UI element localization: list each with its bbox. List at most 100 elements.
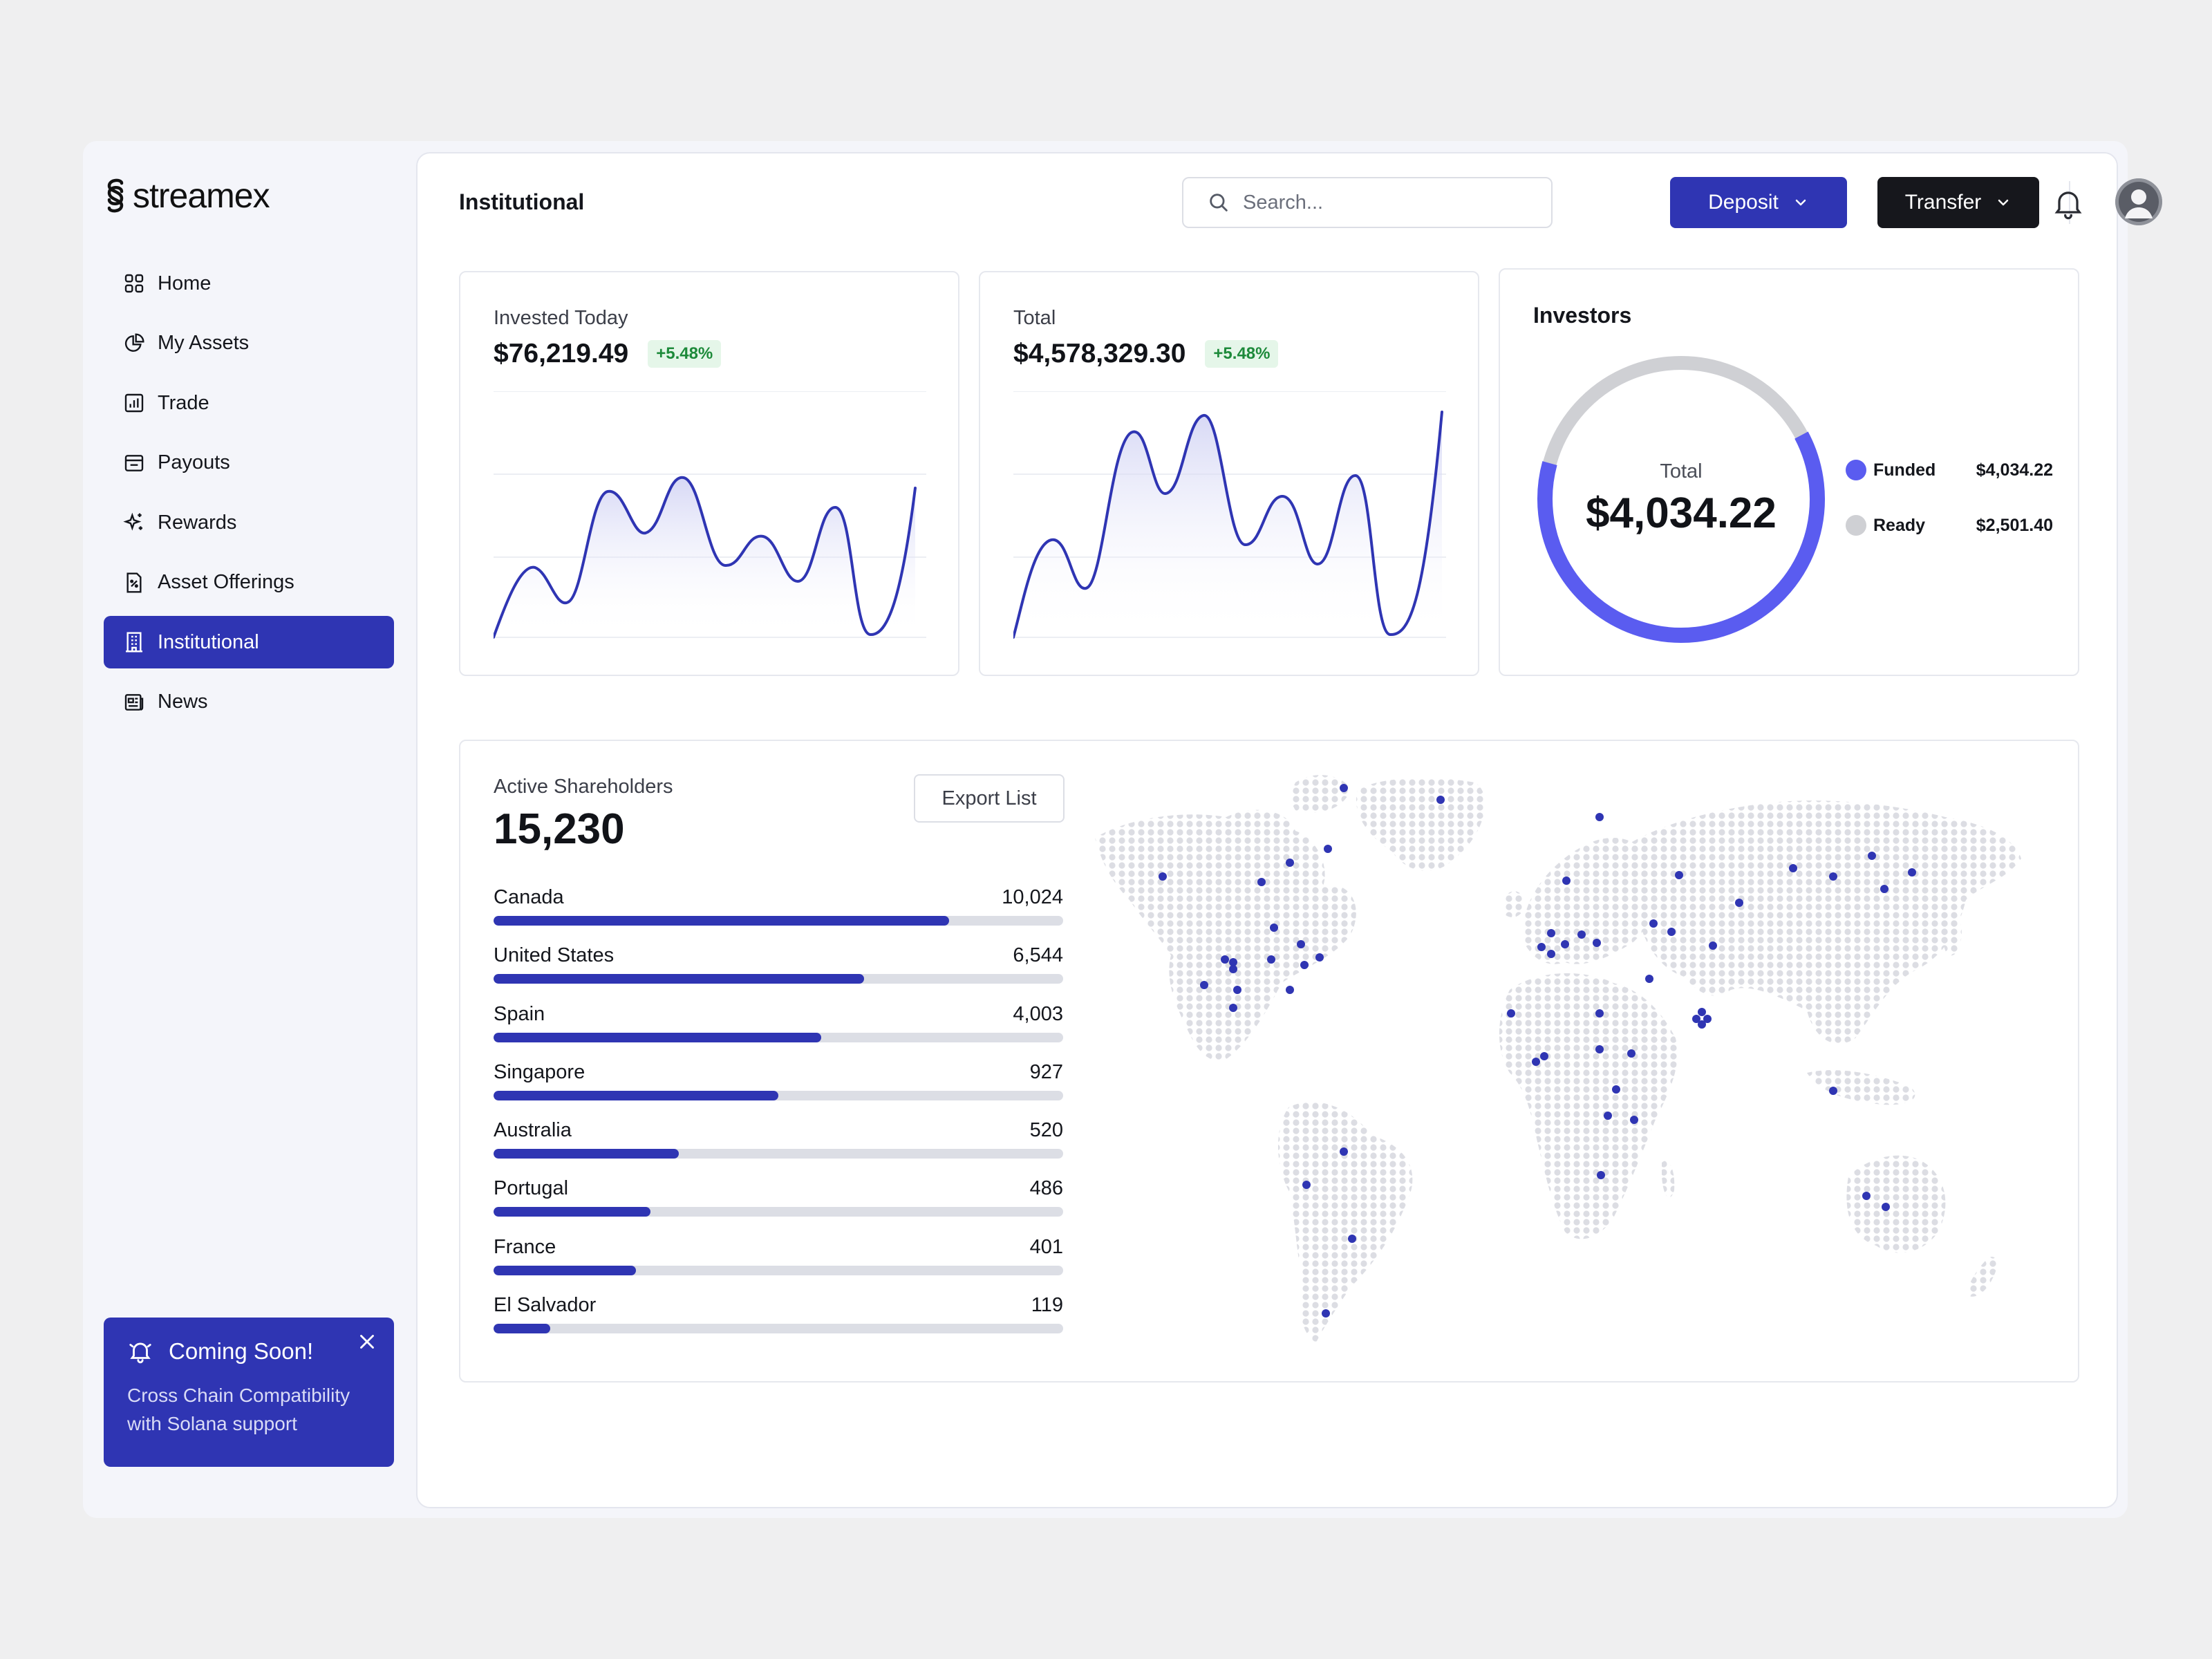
close-icon[interactable] xyxy=(355,1330,379,1353)
total-row: $4,578,329.30 +5.48% xyxy=(1013,339,1279,369)
sidebar-item-payouts[interactable]: Payouts xyxy=(104,437,394,489)
deposit-label: Deposit xyxy=(1708,191,1779,214)
coming-soon-banner: Coming Soon! Cross Chain Compatibility w… xyxy=(104,1318,394,1467)
location-marker xyxy=(1537,943,1546,951)
location-marker xyxy=(1297,940,1305,948)
promo-header: Coming Soon! xyxy=(127,1338,371,1365)
location-marker xyxy=(1649,919,1658,928)
location-marker xyxy=(1507,1009,1515,1018)
search-input[interactable] xyxy=(1243,191,1533,214)
invested-today-card: Invested Today $76,219.49 +5.48% xyxy=(459,271,959,676)
bar-fill xyxy=(494,1207,650,1217)
location-marker xyxy=(1532,1058,1540,1066)
country-name: Canada xyxy=(494,886,564,908)
brand-name: streamex xyxy=(133,176,270,215)
location-marker xyxy=(1322,1309,1330,1318)
country-name: Singapore xyxy=(494,1060,585,1083)
continents xyxy=(1095,775,2021,1342)
bar-fill xyxy=(494,1090,778,1100)
bar-fill xyxy=(494,974,864,984)
total-label: Total xyxy=(1013,307,1056,329)
location-marker xyxy=(1612,1085,1620,1094)
bar-fill xyxy=(494,1032,821,1042)
search-box[interactable] xyxy=(1182,177,1553,228)
country-value: 6,544 xyxy=(1013,944,1063,967)
location-marker xyxy=(1698,1008,1706,1016)
streamex-logo-icon xyxy=(107,178,124,213)
export-list-button[interactable]: Export List xyxy=(914,774,1065,823)
country-value: 4,003 xyxy=(1013,1002,1063,1025)
donut-center: Total $4,034.22 xyxy=(1532,350,1830,648)
sidebar-item-institutional[interactable]: Institutional xyxy=(104,616,394,668)
greenland-landmass xyxy=(1356,778,1485,872)
location-marker xyxy=(1340,784,1348,792)
legend-item-funded: Funded $4,034.22 xyxy=(1846,456,2053,484)
sidebar-item-news[interactable]: News xyxy=(104,676,394,729)
location-marker xyxy=(1562,877,1571,885)
japan-landmass xyxy=(1943,912,1962,956)
world-dot-map xyxy=(1095,775,2021,1342)
country-name: El Salvador xyxy=(494,1294,597,1317)
document-percent-icon xyxy=(126,572,142,593)
sidebar-item-asset-offerings[interactable]: Asset Offerings xyxy=(104,556,394,609)
brand-logo[interactable]: streamex xyxy=(104,176,270,216)
invested-today-value: $76,219.49 xyxy=(494,339,629,368)
donut-funded-arc xyxy=(1537,355,1825,643)
location-marker xyxy=(1257,878,1266,886)
country-value: 520 xyxy=(1029,1119,1063,1142)
investors-legend: Funded $4,034.22 Ready $2,501.40 xyxy=(1846,456,2053,567)
arctic-islands-landmass xyxy=(1291,775,1351,813)
location-marker xyxy=(1229,1004,1237,1012)
investors-card: Investors Total $4,034.22 Funded $4,034.… xyxy=(1499,268,2079,676)
sparkline-area xyxy=(494,477,915,637)
shareholders-label: Active Shareholders xyxy=(494,776,673,798)
app-window: streamex Home My Assets Trade Payouts Re… xyxy=(83,141,2162,1518)
sidebar-item-rewards[interactable]: Rewards xyxy=(104,496,394,549)
notification-bell-icon[interactable] xyxy=(2050,185,2086,221)
location-marker xyxy=(1829,872,1837,881)
location-marker xyxy=(1436,796,1445,804)
invested-today-sparkline xyxy=(494,391,926,639)
country-value: 927 xyxy=(1029,1060,1063,1083)
chevron-down-icon xyxy=(1998,199,2009,206)
invested-today-row: $76,219.49 +5.48% xyxy=(494,339,722,369)
building-icon xyxy=(126,632,142,653)
newspaper-icon xyxy=(124,693,144,711)
sidebar-item-home[interactable]: Home xyxy=(104,257,394,310)
sidebar-item-my-assets[interactable]: My Assets xyxy=(104,317,394,370)
transfer-button[interactable]: Transfer xyxy=(1877,177,2039,228)
location-marker xyxy=(1159,872,1167,881)
british-isles-landmass xyxy=(1503,891,1525,917)
bar-track xyxy=(494,1324,1063,1334)
donut-center-label: Total xyxy=(1660,460,1703,482)
shareholders-value: 15,230 xyxy=(494,805,625,853)
bar-fill xyxy=(494,1265,636,1275)
donut-center-value: $4,034.22 xyxy=(1586,489,1777,537)
indonesia-landmass xyxy=(1807,1070,1915,1105)
location-marker xyxy=(1593,939,1601,947)
location-marker xyxy=(1200,981,1208,989)
wallet-icon xyxy=(124,454,144,471)
bar-track xyxy=(494,1149,1063,1159)
location-marker xyxy=(1547,950,1555,958)
location-marker xyxy=(1561,940,1569,948)
location-marker xyxy=(1595,1045,1604,1053)
bell-ringing-icon xyxy=(129,1342,151,1364)
location-marker xyxy=(1233,986,1241,994)
location-marker xyxy=(1595,1009,1604,1018)
location-marker xyxy=(1709,941,1717,950)
page-title: Institutional xyxy=(459,189,585,214)
legend-dot-funded xyxy=(1846,460,1866,480)
deposit-button[interactable]: Deposit xyxy=(1670,177,1847,228)
location-marker xyxy=(1286,986,1294,994)
sidebar-item-label: Home xyxy=(158,272,212,294)
chevron-down-icon xyxy=(1795,199,1806,206)
sidebar-item-trade[interactable]: Trade xyxy=(104,377,394,429)
avatar[interactable] xyxy=(2115,178,2162,225)
bar-chart-icon xyxy=(124,393,144,413)
country-row: Portugal 486 xyxy=(494,1177,1063,1235)
legend-name: Funded xyxy=(1873,460,1936,480)
user-avatar-icon xyxy=(2115,178,2162,225)
country-value: 401 xyxy=(1029,1235,1063,1258)
legend-item-ready: Ready $2,501.40 xyxy=(1846,512,2053,539)
